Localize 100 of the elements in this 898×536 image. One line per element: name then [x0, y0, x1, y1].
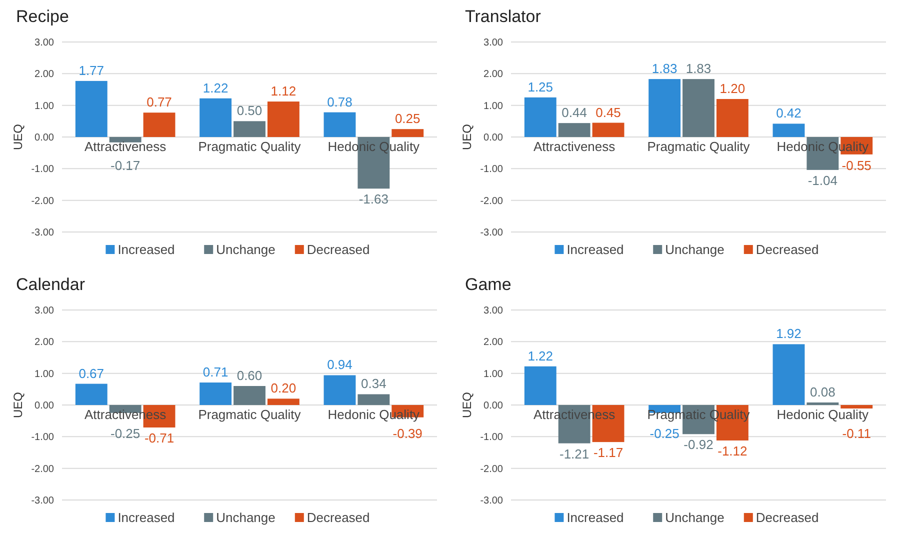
y-axis-title: UEQ [11, 392, 25, 418]
legend-label: Increased [566, 510, 624, 525]
y-tick-label: -3.00 [480, 496, 504, 506]
y-tick-label: 2.00 [484, 69, 504, 80]
data-label: -0.39 [392, 426, 422, 441]
y-tick-label: 3.00 [34, 38, 54, 48]
y-tick-label: -1.00 [31, 164, 54, 176]
data-label: 0.45 [596, 104, 621, 120]
bar [772, 124, 805, 137]
x-tick-label: Attractiveness [84, 139, 167, 154]
data-label: 0.20 [270, 380, 296, 396]
data-label: -0.11 [842, 426, 871, 441]
y-tick-label: -3.00 [480, 228, 504, 238]
y-tick-label: -3.00 [31, 496, 54, 506]
chart-title: Game [465, 275, 512, 294]
data-label: 1.22 [202, 80, 228, 96]
legend-label: Decreased [306, 242, 370, 257]
bar [234, 121, 266, 137]
bar [324, 112, 356, 137]
chart-title: Recipe [16, 7, 69, 26]
bar [267, 398, 300, 405]
data-label: 1.20 [720, 81, 746, 96]
legend-label: Decreased [306, 510, 370, 525]
data-label: 0.08 [810, 384, 836, 400]
data-label: -1.04 [808, 172, 838, 188]
bar [592, 122, 624, 137]
y-tick-label: 0.00 [484, 400, 504, 412]
bar [558, 123, 590, 137]
bar [524, 97, 556, 137]
data-label: -0.17 [110, 158, 140, 173]
y-axis-title: UEQ [11, 124, 25, 150]
y-axis-title: UEQ [460, 124, 474, 150]
y-tick-label: 1.00 [484, 100, 504, 112]
data-label: 0.78 [327, 94, 352, 110]
data-label: -0.25 [650, 426, 680, 441]
data-label: 0.94 [327, 357, 352, 372]
data-label: 0.71 [202, 364, 228, 380]
legend-label: Unchange [216, 242, 276, 257]
y-tick-label: 0.00 [34, 400, 54, 412]
data-label: -1.63 [358, 192, 388, 207]
legend-label: Unchange [665, 510, 724, 525]
bar [358, 394, 390, 405]
bar [75, 384, 108, 405]
bar [682, 79, 714, 137]
bar [234, 386, 266, 405]
y-tick-label: 3.00 [34, 306, 54, 316]
bar [772, 344, 805, 405]
data-label: 0.77 [146, 94, 172, 110]
bar [716, 99, 748, 137]
y-tick-label: 0.00 [34, 132, 54, 144]
legend-label: Unchange [665, 242, 724, 257]
legend-label: Unchange [216, 510, 276, 525]
data-label: 1.22 [528, 348, 554, 364]
chart-title: Calendar [16, 275, 86, 294]
data-label: -0.25 [110, 426, 140, 441]
x-tick-label: Attractiveness [534, 407, 616, 422]
y-tick-label: -2.00 [480, 196, 504, 207]
data-label: 0.42 [776, 106, 802, 121]
x-tick-label: Attractiveness [534, 139, 616, 154]
data-label: 0.34 [361, 376, 386, 392]
bar [109, 137, 142, 142]
bar [75, 80, 108, 137]
y-tick-label: -2.00 [31, 196, 54, 207]
data-label: -1.17 [593, 445, 624, 460]
data-label: -1.21 [560, 446, 590, 462]
bar [806, 402, 839, 405]
bar [392, 129, 424, 137]
bar [324, 375, 356, 405]
data-label: 1.92 [776, 326, 802, 342]
chart-title: Translator [465, 7, 542, 26]
y-tick-label: -2.00 [480, 464, 504, 475]
y-tick-label: 1.00 [484, 368, 504, 380]
x-tick-label: Pragmatic Quality [647, 139, 750, 154]
legend-label: Increased [118, 510, 175, 525]
data-label: 1.83 [652, 61, 678, 76]
bar [267, 102, 300, 137]
data-label: 0.67 [78, 366, 104, 381]
data-label: 0.44 [562, 105, 587, 120]
y-tick-label: -1.00 [31, 432, 54, 444]
bar [143, 112, 176, 137]
data-label: 1.25 [528, 79, 554, 94]
y-tick-label: -3.00 [31, 228, 54, 238]
data-label: 0.50 [236, 103, 262, 118]
bar [200, 382, 232, 405]
legend-label: Decreased [756, 242, 819, 257]
bar [648, 79, 681, 137]
y-tick-label: 3.00 [484, 38, 504, 48]
y-tick-label: 2.00 [34, 69, 54, 80]
legend-label: Decreased [756, 510, 819, 525]
y-axis-title: UEQ [460, 392, 474, 418]
bar [200, 98, 232, 137]
data-label: -1.12 [718, 443, 748, 458]
y-tick-label: 2.00 [34, 337, 54, 348]
legend-label: Increased [566, 242, 624, 257]
y-tick-label: 2.00 [484, 337, 504, 348]
data-label: 0.60 [236, 368, 262, 383]
data-label: -0.71 [144, 430, 174, 446]
data-label: -0.92 [684, 437, 714, 452]
y-tick-label: -1.00 [480, 432, 504, 444]
bar [840, 405, 873, 408]
